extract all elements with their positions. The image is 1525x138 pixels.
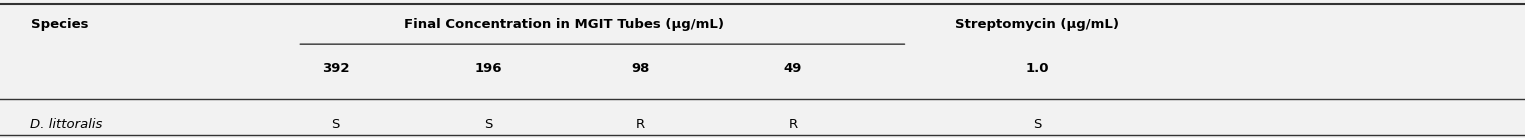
Text: 49: 49 xyxy=(784,63,802,75)
Text: 196: 196 xyxy=(474,63,502,75)
Text: 98: 98 xyxy=(631,63,650,75)
Text: R: R xyxy=(636,118,645,131)
Text: 1.0: 1.0 xyxy=(1025,63,1049,75)
Text: 392: 392 xyxy=(322,63,349,75)
Text: Streptomycin (µg/mL): Streptomycin (µg/mL) xyxy=(955,18,1119,31)
Text: Species: Species xyxy=(30,18,88,31)
Text: D. littoralis: D. littoralis xyxy=(30,118,102,131)
Text: R: R xyxy=(788,118,798,131)
Text: S: S xyxy=(1032,118,1042,131)
Text: S: S xyxy=(331,118,340,131)
Text: Final Concentration in MGIT Tubes (µg/mL): Final Concentration in MGIT Tubes (µg/mL… xyxy=(404,18,724,31)
Text: S: S xyxy=(483,118,493,131)
